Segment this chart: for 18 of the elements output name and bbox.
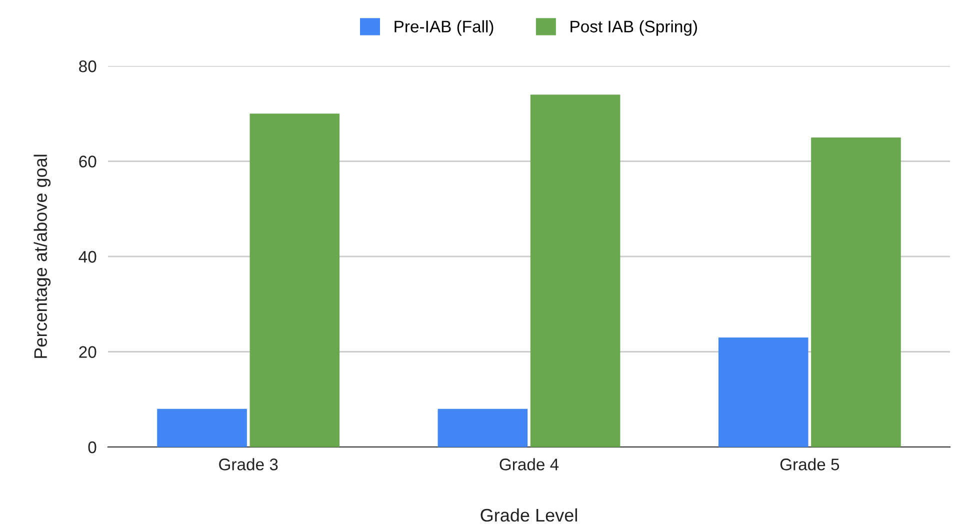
y-tick-label: 60	[79, 156, 96, 168]
legend-label: Pre-IAB (Fall)	[394, 20, 494, 36]
y-tick-label: 0	[88, 441, 96, 454]
bar	[811, 137, 901, 447]
legend-label: Post IAB (Spring)	[570, 20, 697, 36]
y-tick-label: 80	[79, 60, 96, 72]
y-tick-label: 20	[79, 346, 96, 358]
x-axis-title: Grade Level	[480, 508, 577, 522]
y-tick-label: 40	[78, 250, 96, 263]
x-tick-label: Grade 3	[219, 458, 278, 470]
x-tick-label: Grade 4	[500, 458, 559, 470]
y-axis-title: Percentage at/above goal	[34, 154, 51, 358]
bar	[530, 94, 620, 447]
bar	[438, 408, 528, 447]
bar	[157, 408, 247, 447]
bar	[718, 337, 808, 447]
x-tick-label: Grade 5	[780, 458, 840, 470]
bar	[250, 114, 340, 447]
